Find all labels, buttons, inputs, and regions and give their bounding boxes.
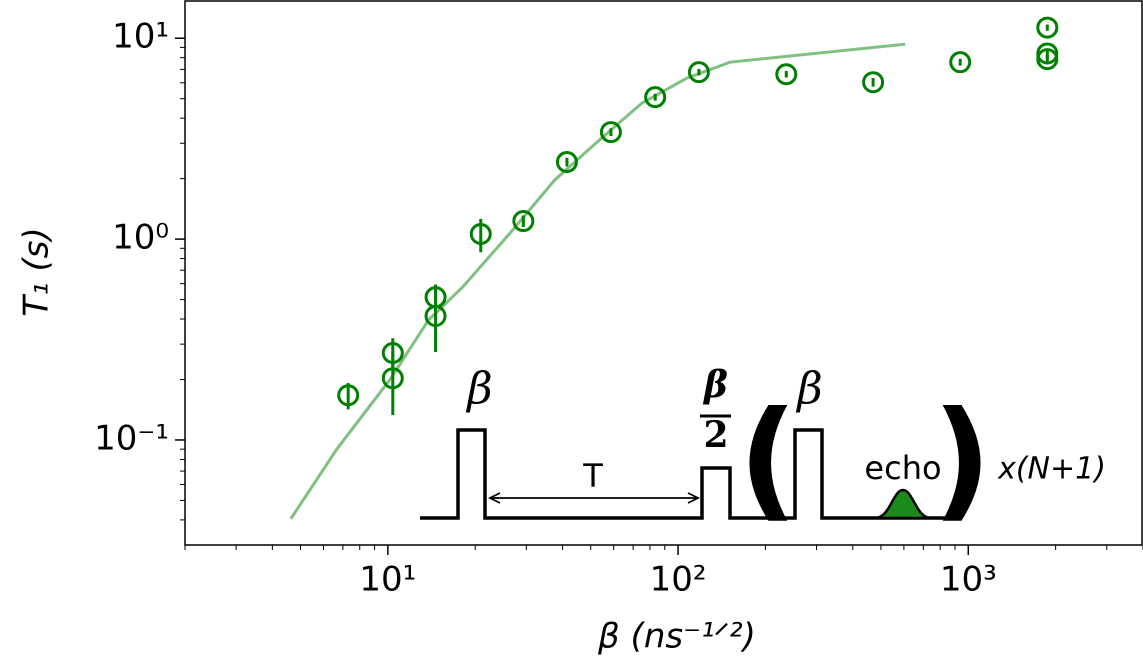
data-point bbox=[687, 61, 710, 84]
data-point bbox=[1036, 16, 1059, 39]
x-tick-label: 10² bbox=[650, 560, 707, 600]
model-line bbox=[289, 42, 906, 520]
half-pulse-denominator: 2 bbox=[703, 414, 728, 456]
x-axis-label: β (ns⁻¹ᐟ²) bbox=[597, 617, 756, 657]
echo-signal bbox=[874, 488, 932, 520]
data-point bbox=[469, 223, 492, 246]
x-tick-label: 10³ bbox=[940, 560, 997, 600]
data-point bbox=[775, 63, 798, 86]
repeat-pulse-label: β bbox=[795, 364, 822, 415]
plot-frame bbox=[184, 0, 1143, 546]
pulse-sequence bbox=[420, 428, 955, 520]
data-point bbox=[644, 86, 667, 109]
y-tick-label: 10⁻¹ bbox=[94, 418, 169, 458]
y-tick-label: 10⁰ bbox=[112, 218, 169, 258]
data-point bbox=[337, 384, 360, 407]
y-axis-label: T₁ (s) bbox=[17, 227, 57, 316]
repeat-label: x(N+1) bbox=[997, 452, 1106, 487]
x-tick-label: 10¹ bbox=[359, 560, 416, 600]
pulse-label: β bbox=[465, 364, 492, 415]
data-point bbox=[1036, 48, 1059, 71]
data-point bbox=[862, 71, 885, 94]
data-point bbox=[512, 210, 535, 233]
half-pulse-numerator: β bbox=[702, 364, 728, 406]
close-paren: ) bbox=[932, 383, 991, 535]
data-point bbox=[555, 151, 578, 174]
open-paren: ( bbox=[738, 383, 797, 535]
echo-label: echo bbox=[864, 449, 941, 487]
arrow-heads bbox=[487, 492, 701, 504]
data-point bbox=[599, 121, 622, 144]
pulse-diagram bbox=[420, 414, 955, 520]
data-point bbox=[424, 305, 447, 328]
data-point bbox=[949, 51, 972, 74]
delay-label: T bbox=[582, 457, 603, 495]
y-tick-label: 10¹ bbox=[112, 17, 169, 57]
data-point bbox=[381, 367, 404, 390]
